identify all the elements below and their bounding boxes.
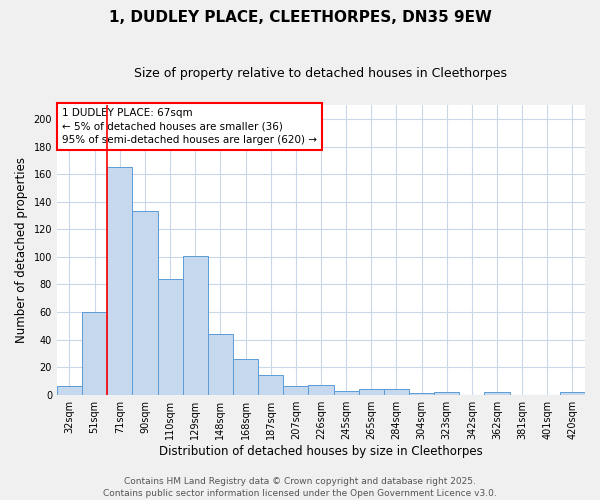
- Text: 1, DUDLEY PLACE, CLEETHORPES, DN35 9EW: 1, DUDLEY PLACE, CLEETHORPES, DN35 9EW: [109, 10, 491, 25]
- Bar: [158, 279, 182, 394]
- Bar: [133, 212, 158, 394]
- Bar: [434, 392, 459, 394]
- Bar: [560, 392, 585, 394]
- Bar: [82, 312, 107, 394]
- Bar: [208, 334, 233, 394]
- Bar: [484, 392, 509, 394]
- Text: Contains HM Land Registry data © Crown copyright and database right 2025.
Contai: Contains HM Land Registry data © Crown c…: [103, 476, 497, 498]
- Bar: [308, 385, 334, 394]
- Y-axis label: Number of detached properties: Number of detached properties: [15, 157, 28, 343]
- Bar: [182, 256, 208, 394]
- Bar: [384, 389, 409, 394]
- X-axis label: Distribution of detached houses by size in Cleethorpes: Distribution of detached houses by size …: [159, 444, 483, 458]
- Bar: [258, 376, 283, 394]
- Bar: [57, 386, 82, 394]
- Bar: [233, 359, 258, 394]
- Bar: [334, 390, 359, 394]
- Bar: [283, 386, 308, 394]
- Bar: [359, 389, 384, 394]
- Text: 1 DUDLEY PLACE: 67sqm
← 5% of detached houses are smaller (36)
95% of semi-detac: 1 DUDLEY PLACE: 67sqm ← 5% of detached h…: [62, 108, 317, 144]
- Bar: [107, 168, 133, 394]
- Title: Size of property relative to detached houses in Cleethorpes: Size of property relative to detached ho…: [134, 68, 508, 80]
